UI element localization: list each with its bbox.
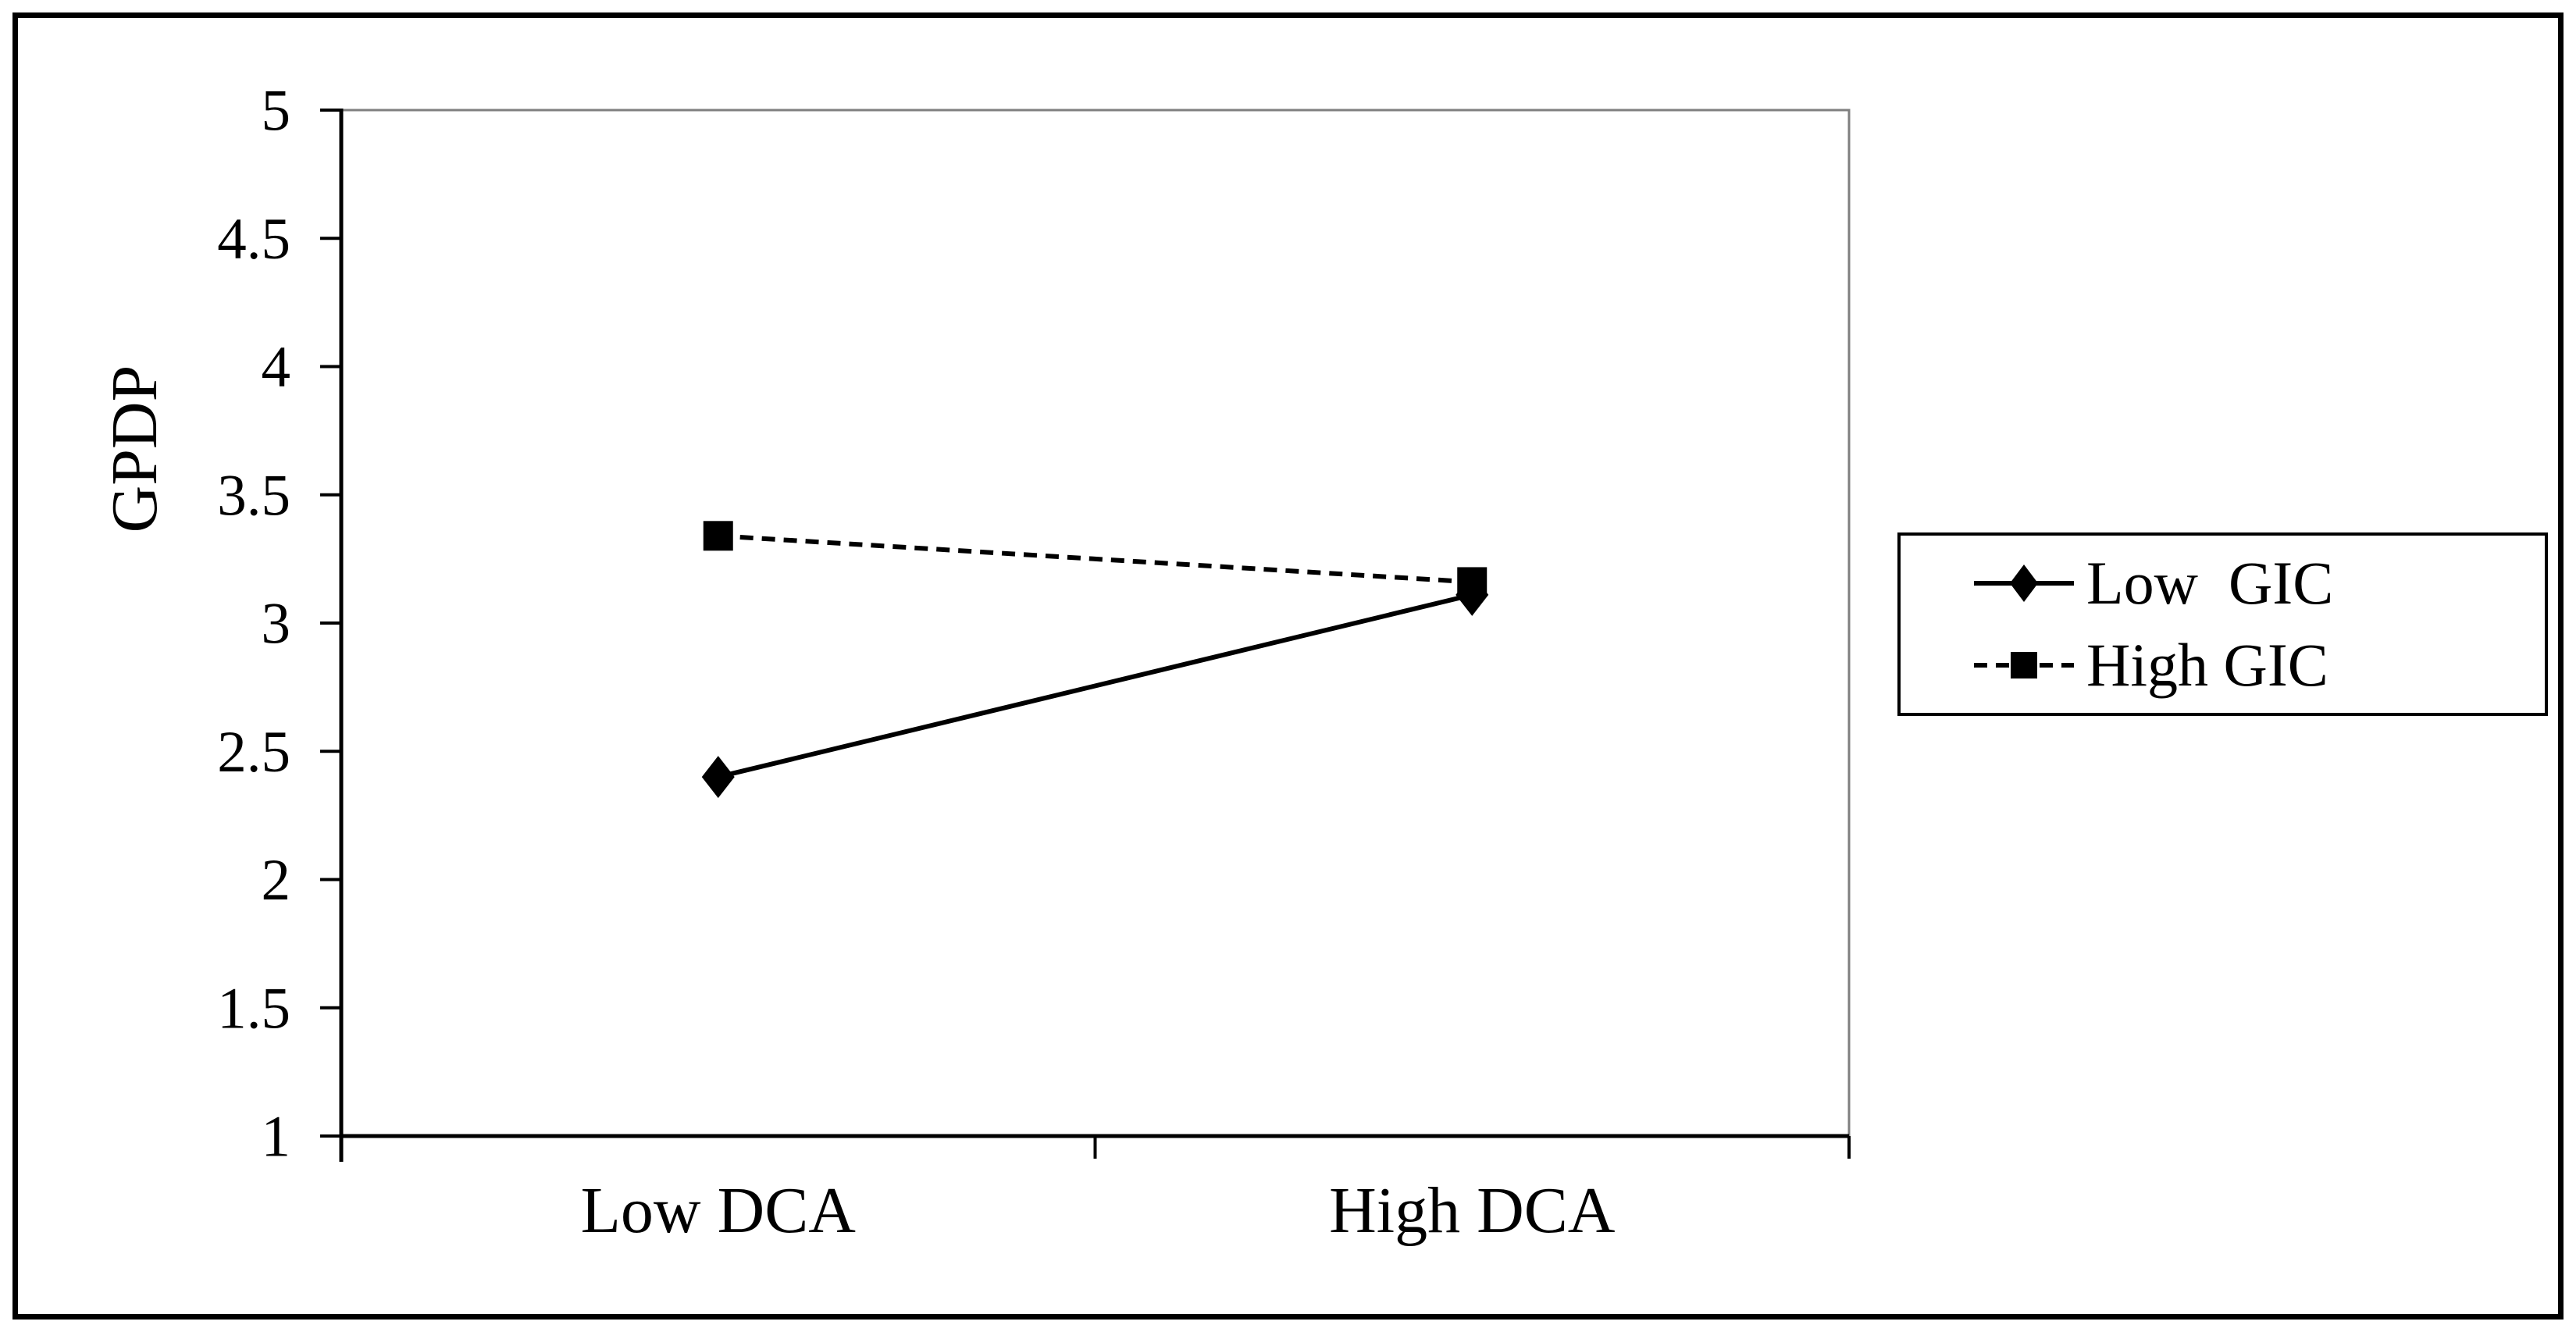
series-low-gic-diamond-marker <box>701 756 735 799</box>
y-axis-title: GPDP <box>98 365 171 533</box>
legend-box: Low GIC High GIC <box>1897 532 2548 716</box>
x-category-labels: Low DCA High DCA <box>581 1174 1616 1247</box>
x-category-label: High DCA <box>1329 1174 1616 1247</box>
series-lines-and-markers <box>701 521 1489 799</box>
legend-solid-line-diamond-icon <box>1974 564 2074 602</box>
x-category-label: Low DCA <box>581 1174 857 1247</box>
series-high-gic-square-marker <box>703 521 733 551</box>
y-tick-label: 3.5 <box>217 463 290 528</box>
figure-outer-border <box>12 12 2564 1320</box>
legend-square-marker <box>2011 652 2037 679</box>
series-high-gic-square-marker <box>1457 567 1488 597</box>
y-tick-labels: 5 4.5 4 3.5 3 2.5 2 1.5 1 <box>217 79 290 1170</box>
y-tick-label: 2 <box>262 848 291 913</box>
legend-label-high-gic: High GIC <box>2086 631 2328 700</box>
plot-border <box>341 109 1851 1136</box>
legend-entry-high-gic: High GIC <box>1972 635 2537 696</box>
series-high-gic-line <box>718 533 1473 585</box>
y-tick-label: 3 <box>262 592 291 657</box>
x-axis <box>340 1134 1851 1159</box>
legend-entry-low-gic: Low GIC <box>1972 548 2537 617</box>
legend-diamond-marker <box>2010 564 2038 602</box>
y-tick-label: 2.5 <box>217 720 290 785</box>
y-tick-label: 4.5 <box>217 207 290 272</box>
y-tick-label: 1.5 <box>217 976 290 1041</box>
plot-border-line <box>341 109 1851 1136</box>
legend-label-low-gic: Low GIC <box>2086 548 2334 617</box>
series-low-gic-line <box>718 592 1473 780</box>
y-tick-label: 4 <box>262 335 291 400</box>
legend-dashed-line-square-icon <box>1974 652 2074 679</box>
y-tick-label: 1 <box>262 1105 291 1170</box>
y-tick-label: 5 <box>262 79 291 144</box>
y-axis <box>320 109 344 1162</box>
